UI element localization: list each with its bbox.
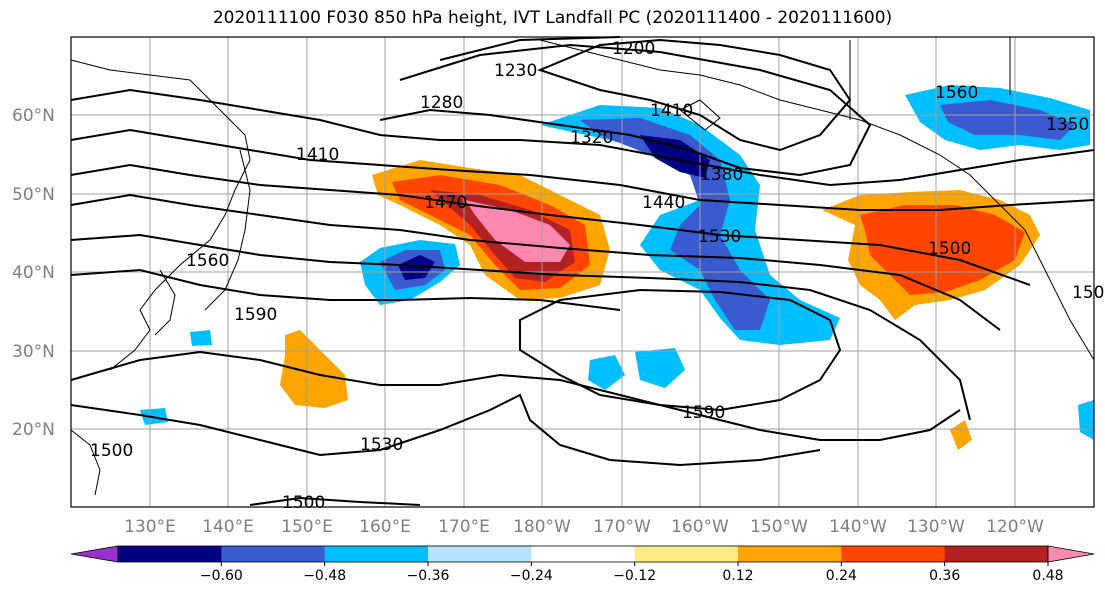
contour-label: 1530 xyxy=(698,227,741,247)
colorbar-cell xyxy=(531,546,636,562)
lon-label: 130°W xyxy=(907,517,965,537)
contour-label: 1410 xyxy=(650,101,693,121)
lat-label: 20°N xyxy=(12,420,55,440)
lon-label: 150°E xyxy=(281,517,333,537)
map-frame xyxy=(70,36,1095,508)
colorbar-cell xyxy=(118,546,222,562)
lat-label: 30°N xyxy=(12,342,55,362)
lon-label: 160°W xyxy=(671,517,729,537)
contour-label: 1560 xyxy=(186,251,229,271)
contour-label-group: 1200 1230 1280 1350 1320 1410 1410 1470 … xyxy=(90,39,1105,513)
colorbar-tick-label: −0.24 xyxy=(510,568,553,584)
ivt-fill-layer xyxy=(140,85,1094,450)
colorbar-cell xyxy=(428,546,532,562)
latitude-labels: 60°N 50°N 40°N 30°N 20°N xyxy=(12,106,55,440)
colorbar-tick-label: 0.24 xyxy=(826,568,857,584)
contour-label: 1500 xyxy=(1072,283,1105,303)
lon-label: 130°E xyxy=(124,517,176,537)
colorbar-cell xyxy=(944,546,1049,562)
colorbar-extend-min xyxy=(70,545,119,563)
lon-label: 150°W xyxy=(750,517,808,537)
contour-label: 1320 xyxy=(570,128,613,148)
map-gridlines xyxy=(71,37,1094,507)
colorbar-tick-label: −0.12 xyxy=(613,568,656,584)
height-contours xyxy=(70,36,1095,506)
colorbar-tick-label: 0.36 xyxy=(929,568,960,584)
colorbar-tick-label: 0.48 xyxy=(1032,568,1063,584)
colorbar-tick-label: −0.60 xyxy=(200,568,243,584)
colorbar: −0.60 −0.48 −0.36 −0.24 −0.12 0.12 0.24 0.36 0.4… xyxy=(70,545,1095,584)
contour-label: 1500 xyxy=(928,239,971,259)
longitude-labels: 130°E 140°E 150°E 160°E 170°E 180°W 170°… xyxy=(124,517,1044,537)
contour-label: 1380 xyxy=(700,165,743,185)
map-title: 2020111100 F030 850 hPa height, IVT Land… xyxy=(212,8,893,28)
lat-label: 50°N xyxy=(12,185,55,205)
contour-label: 1590 xyxy=(682,403,725,423)
colorbar-extend-max xyxy=(1047,545,1095,563)
contour-label: 1200 xyxy=(612,39,655,59)
contour-label: 1230 xyxy=(494,61,537,81)
contour-label: 1590 xyxy=(234,305,277,325)
colorbar-cell xyxy=(738,546,842,562)
lon-label: 170°W xyxy=(593,517,651,537)
lon-label: 140°E xyxy=(202,517,254,537)
lon-label: 180°W xyxy=(513,517,571,537)
lat-label: 60°N xyxy=(12,106,55,126)
colorbar-cell xyxy=(841,546,946,562)
contour-label: 1280 xyxy=(420,93,463,113)
contour-label: 1440 xyxy=(642,193,685,213)
colorbar-cell xyxy=(324,546,429,562)
colorbar-cell xyxy=(221,546,326,562)
colorbar-cell xyxy=(634,546,739,562)
lon-label: 120°W xyxy=(986,517,1044,537)
colorbar-frame xyxy=(117,545,1049,563)
colorbar-tick-label: −0.48 xyxy=(303,568,346,584)
contour-label: 1530 xyxy=(360,435,403,455)
contour-label: 1560 xyxy=(935,83,978,103)
contour-label: 1470 xyxy=(424,193,467,213)
contour-label: 1350 xyxy=(1046,115,1089,135)
lon-label: 140°W xyxy=(829,517,887,537)
contour-label: 1410 xyxy=(296,145,339,165)
lat-label: 40°N xyxy=(12,263,55,283)
lon-label: 160°E xyxy=(359,517,411,537)
lon-label: 170°E xyxy=(438,517,490,537)
colorbar-tick-label: −0.36 xyxy=(407,568,450,584)
contour-label: 1500 xyxy=(90,441,133,461)
colorbar-tick-label: 0.12 xyxy=(722,568,753,584)
contour-label: 1500 xyxy=(282,493,325,513)
